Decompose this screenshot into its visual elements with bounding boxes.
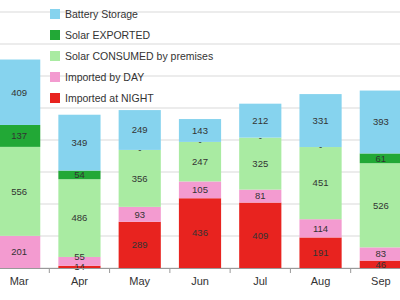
data-label: 191 [313, 247, 329, 258]
bars [0, 60, 400, 268]
data-label: - [198, 136, 201, 147]
legend-label: Battery Storage [65, 8, 138, 20]
bar-segment [58, 115, 100, 171]
grid-line [0, 44, 400, 45]
x-tick-label: May [129, 275, 150, 287]
legend-label: Solar EXPORTED [65, 29, 150, 41]
category-separator [230, 268, 231, 273]
legend-swatch [50, 72, 60, 82]
data-label: - [138, 144, 141, 155]
bar-segment [360, 163, 400, 247]
x-tick-label: Jul [253, 275, 267, 287]
category-separator [49, 268, 50, 273]
legend-label: Imported at NIGHT [65, 92, 154, 104]
x-tick: Jun [191, 268, 209, 287]
data-label: 61 [376, 153, 387, 164]
bar-segment [239, 203, 281, 268]
data-label: 393 [373, 116, 389, 127]
x-tick: Apr [71, 268, 88, 287]
data-label: 409 [252, 230, 268, 241]
legend-swatch [50, 9, 60, 19]
x-tick: Mar [10, 268, 29, 287]
data-label: 409 [11, 87, 27, 98]
data-label: - [259, 132, 262, 143]
legend-label: Imported by DAY [65, 71, 144, 83]
x-axis: Mar Apr May Jun Jul Aug Sep [0, 268, 400, 287]
x-tick-label: Mar [10, 275, 29, 287]
x-tick: Sep [371, 268, 391, 287]
x-tick-label: Jun [191, 275, 209, 287]
data-label: 83 [376, 248, 387, 259]
x-tick-label: Apr [71, 275, 88, 287]
category-separator [109, 268, 110, 273]
data-label: 451 [313, 177, 329, 188]
bar-segment [360, 247, 400, 260]
data-label: 137 [11, 130, 27, 141]
data-label: 556 [11, 186, 27, 197]
grid [0, 12, 400, 268]
bar-segment [119, 222, 161, 268]
category-separator [169, 268, 170, 273]
bar-segment [179, 181, 221, 198]
bar-segment [0, 147, 40, 236]
bar-segment [0, 125, 40, 147]
data-label: 212 [252, 115, 268, 126]
data-label: 247 [192, 156, 208, 167]
data-label: 349 [72, 137, 88, 148]
data-label: 93 [134, 209, 145, 220]
data-label: 331 [313, 115, 329, 126]
bar-segment [299, 219, 341, 237]
bar-segment [179, 198, 221, 268]
x-tick: Aug [311, 268, 331, 287]
data-label: 105 [192, 184, 208, 195]
bar-segment [239, 138, 281, 190]
category-separator [350, 268, 351, 273]
data-label: 356 [132, 173, 148, 184]
data-label: 55 [74, 251, 85, 262]
bar-segment [0, 60, 40, 125]
x-tick: May [129, 268, 150, 287]
bar-segment [299, 147, 341, 219]
data-label: 114 [313, 223, 328, 234]
chart: 201 556 137 409 1455 486 54 349 289 93 356 - 249 436 1… [0, 0, 400, 300]
data-label: 14 [74, 261, 85, 272]
legend-label: Solar CONSUMED by premises [65, 50, 213, 62]
category-separator [290, 268, 291, 273]
x-tick-label: Aug [311, 275, 331, 287]
x-axis-line [0, 268, 400, 269]
bar-segment [58, 179, 100, 257]
bar-segment [360, 153, 400, 163]
bar-segment [299, 94, 341, 147]
bar-segment [0, 236, 40, 268]
legend-swatch [50, 93, 60, 103]
legend: Battery Storage Solar EXPORTED Solar CONSU… [50, 8, 213, 104]
legend-swatch [50, 51, 60, 61]
x-tick: Jul [253, 268, 267, 287]
x-tick-label: Sep [371, 275, 391, 287]
data-label: 526 [373, 200, 389, 211]
data-label: 486 [72, 212, 88, 223]
legend-swatch [50, 30, 60, 40]
data-label: 46 [376, 259, 387, 270]
data-label: 249 [132, 124, 148, 135]
bar-segment [239, 190, 281, 203]
data-label: 201 [11, 246, 27, 257]
data-labels: 201 556 137 409 1455 486 54 349 289 93 356 - 249 436 1… [11, 87, 389, 273]
bar-segment [179, 142, 221, 182]
data-label: 81 [255, 190, 266, 201]
bar-segment [119, 207, 161, 222]
data-label: 289 [132, 239, 148, 250]
data-label: 54 [74, 169, 85, 180]
data-label: 436 [192, 227, 208, 238]
bar-segment [360, 91, 400, 154]
data-label: 143 [192, 125, 208, 136]
bar-segment [119, 150, 161, 207]
data-label: - [319, 141, 322, 152]
data-label: 325 [252, 158, 268, 169]
bar-segment [299, 237, 341, 268]
